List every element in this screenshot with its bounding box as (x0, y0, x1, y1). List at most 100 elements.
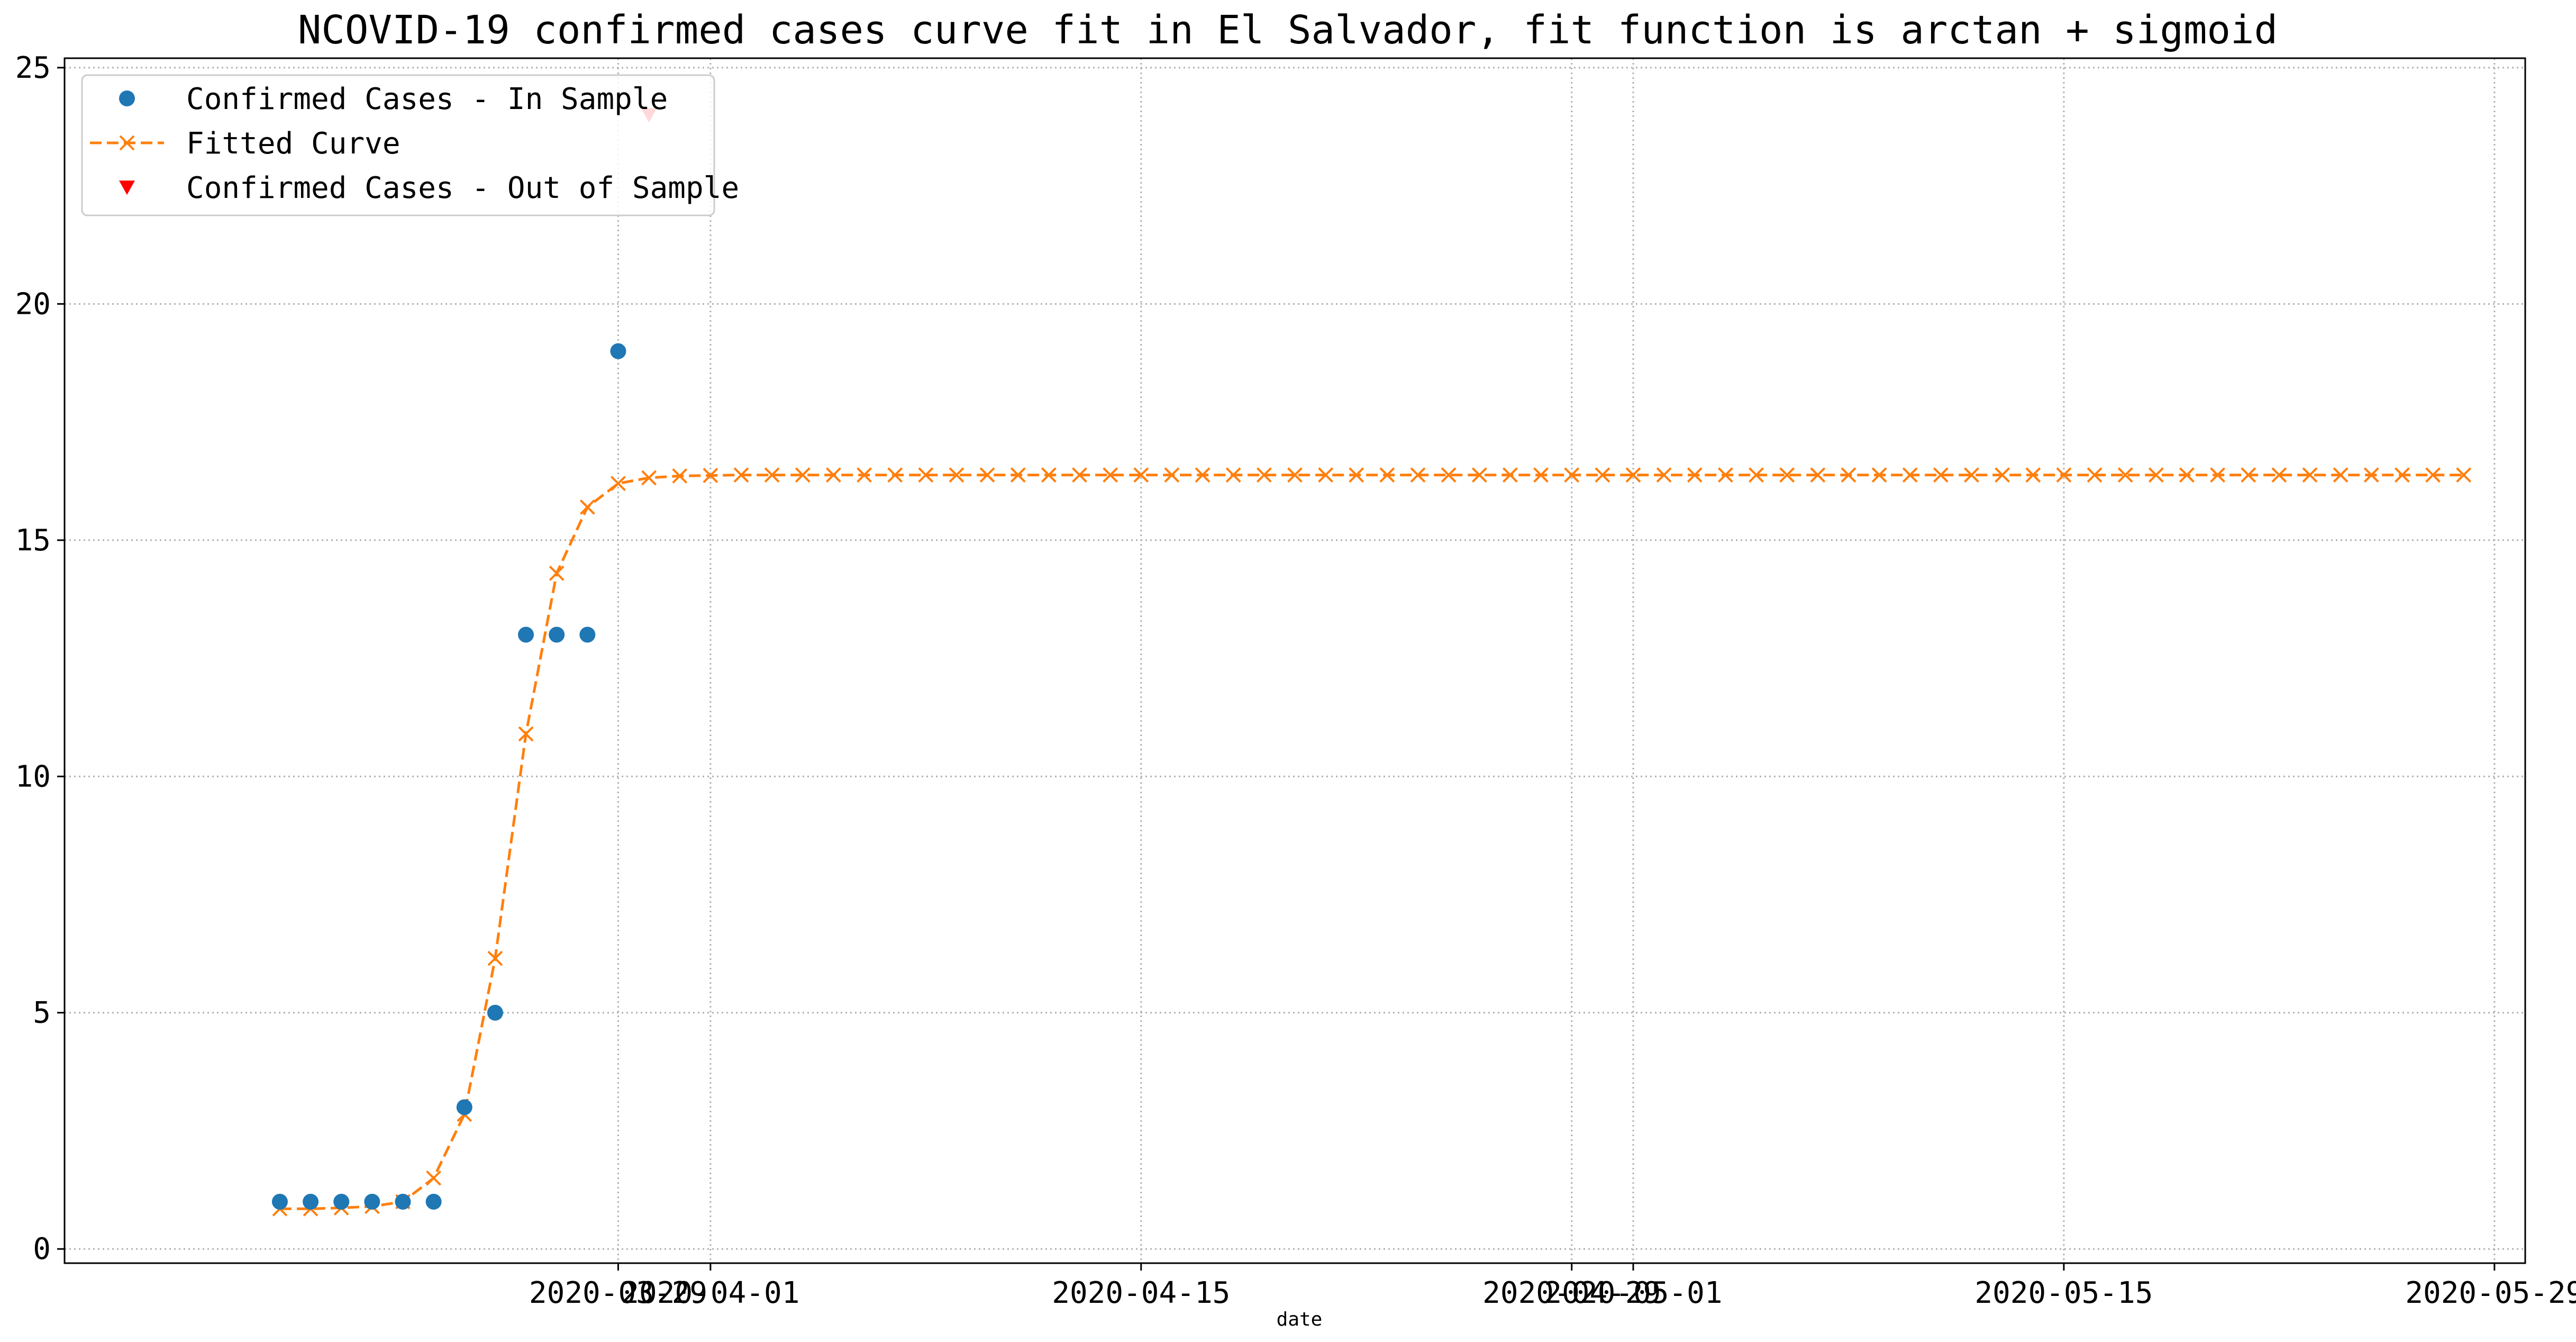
fitted-curve-marker (2456, 467, 2472, 483)
in-sample-point (518, 627, 534, 643)
fitted-curve-marker (518, 726, 534, 742)
fitted-curve-marker (764, 467, 780, 483)
fitted-curve-marker (2087, 467, 2102, 483)
fitted-curve-marker (2363, 467, 2379, 483)
fitted-curve-marker (1871, 467, 1887, 483)
chart-title: NCOVID-19 confirmed cases curve fit in E… (298, 7, 2278, 53)
x-tick-label: 2020-03-29 (529, 1276, 707, 1310)
fitted-curve-marker (549, 565, 565, 581)
fitted-curve-marker (487, 950, 503, 966)
fitted-curve-marker (1564, 467, 1580, 483)
in-sample-point (610, 343, 626, 359)
series-layer (271, 108, 2472, 1217)
fitted-curve-marker (1656, 467, 1672, 483)
fitted-curve-marker (641, 470, 657, 486)
in-sample-point (549, 627, 565, 643)
fitted-curve-marker (1318, 467, 1334, 483)
fitted-curve-marker (1718, 467, 1733, 483)
legend: Confirmed Cases - In Sample Fitted Curve C… (81, 74, 739, 216)
fitted-curve-marker (1010, 467, 1026, 483)
fitted-curve-marker (795, 467, 811, 483)
fitted-curve-marker (2179, 467, 2195, 483)
fitted-curve-marker (1041, 467, 1057, 483)
fitted-curve-marker (1841, 467, 1856, 483)
fitted-curve-marker (1195, 467, 1210, 483)
fitted-curve-marker (733, 467, 749, 483)
y-tick-label: 5 (33, 996, 51, 1030)
legend-marker-in-sample (119, 90, 135, 106)
fitted-curve-marker (1441, 467, 1457, 483)
fitted-curve-marker (1164, 467, 1180, 483)
in-sample-point (364, 1193, 380, 1210)
x-tick-label: 2020-04-01 (621, 1276, 799, 1310)
fitted-curve-marker (1287, 467, 1303, 483)
y-tick-label: 20 (15, 287, 51, 321)
fitted-curve-marker (1810, 467, 1826, 483)
fitted-curve-marker (1103, 467, 1118, 483)
fitted-curve-marker (426, 1170, 442, 1186)
x-axis-label: date (1277, 1309, 1323, 1330)
fitted-curve-marker (2117, 467, 2133, 483)
fitted-curve-marker (2148, 467, 2164, 483)
fitted-curve-marker (2333, 467, 2349, 483)
fitted-curve-marker (857, 467, 872, 483)
legend-label: Fitted Curve (186, 126, 400, 161)
fitted-curve-marker (1933, 467, 1949, 483)
fitted-curve-marker (579, 499, 595, 515)
y-tick-label: 0 (33, 1232, 51, 1266)
in-sample-point (579, 627, 596, 643)
in-sample-point (333, 1193, 350, 1210)
fitted-curve-marker (2025, 467, 2041, 483)
x-tick-label: 2020-05-29 (2405, 1276, 2576, 1310)
legend-label: Confirmed Cases - In Sample (186, 82, 668, 116)
legend-marker-out-of-sample (119, 180, 135, 195)
fitted-curve-marker (1379, 467, 1395, 483)
fitted-curve-marker (979, 467, 995, 483)
fitted-curve-line (280, 474, 2464, 1210)
fitted-curve-marker (2241, 467, 2256, 483)
fitted-curve-marker (703, 468, 718, 483)
fitted-curve-marker (611, 476, 626, 492)
fitted-curve-marker (1349, 467, 1364, 483)
x-tick-label: 2020-04-15 (1052, 1276, 1230, 1310)
y-tick-label: 25 (15, 51, 51, 85)
grid-layer (65, 58, 2525, 1263)
legend-label: Confirmed Cases - Out of Sample (186, 171, 739, 205)
y-tick-label: 15 (15, 523, 51, 558)
x-tick-label: 2020-05-15 (1974, 1276, 2153, 1310)
fitted-curve-marker (1533, 467, 1549, 483)
fitted-curve-marker (2395, 467, 2410, 483)
fitted-curve-marker (2056, 467, 2072, 483)
fitted-curve-marker (1503, 467, 1518, 483)
fitted-curve-marker (2425, 467, 2441, 483)
x-tick-label: 2020-04-29 (1482, 1276, 1661, 1310)
x-tick-label: 2020-05-01 (1544, 1276, 1722, 1310)
fitted-curve-marker (2210, 467, 2226, 483)
fitted-curve-marker (1471, 467, 1487, 483)
y-tick-label: 10 (15, 759, 51, 794)
fitted-curve-marker (1595, 467, 1610, 483)
fitted-curve-marker (1964, 467, 1979, 483)
fitted-curve-marker (1902, 467, 1918, 483)
fitted-curve-marker (2302, 467, 2318, 483)
fitted-curve-marker (1072, 467, 1087, 483)
fitted-curve-marker (1779, 467, 1795, 483)
fitted-curve-marker (1687, 467, 1703, 483)
fitted-curve-marker (1625, 467, 1641, 483)
legend-box (81, 74, 715, 216)
fitted-curve-marker (2271, 467, 2287, 483)
axes-frame (63, 57, 2526, 1264)
in-sample-point (395, 1193, 411, 1210)
in-sample-point (425, 1193, 442, 1210)
fitted-curve-marker (672, 468, 688, 484)
fitted-curve-marker (1256, 467, 1272, 483)
fitted-curve-marker (826, 467, 841, 483)
in-sample-point (487, 1004, 503, 1021)
in-sample-point (271, 1193, 288, 1210)
fitted-curve-marker (1133, 467, 1149, 483)
fitted-curve-marker (918, 467, 934, 483)
fitted-curve-marker (1225, 467, 1241, 483)
